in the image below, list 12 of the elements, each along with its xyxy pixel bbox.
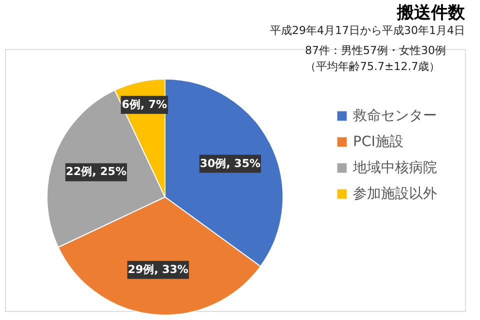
data-label: 6例, 7% bbox=[122, 98, 168, 111]
text: 87件：男性57例・女性30例 bbox=[305, 44, 446, 57]
text: （平均年齢75.7±12.7歳） bbox=[305, 60, 440, 73]
legend-label: PCI施設 bbox=[353, 134, 404, 150]
legend-label: 地域中核病院 bbox=[352, 160, 437, 176]
chart-title: 搬送件数 bbox=[396, 3, 466, 23]
data-label: 29例, 33% bbox=[128, 262, 188, 276]
data-label: 22例, 25% bbox=[66, 165, 126, 178]
legend-label: 参加施設以外 bbox=[353, 186, 437, 202]
chart-subtitle: 平成29年4月17日から平成30年1月4日 bbox=[270, 24, 465, 37]
legend-label: 救命センター bbox=[352, 108, 437, 124]
data-label: 30例, 35% bbox=[200, 156, 261, 170]
